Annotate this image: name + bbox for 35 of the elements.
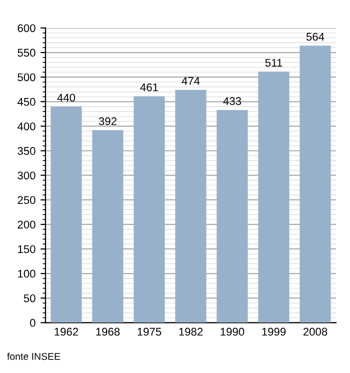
- y-tick-label: 450: [17, 98, 36, 106]
- y-tick-label: 250: [18, 196, 36, 204]
- y-tick-label: 350: [18, 147, 36, 155]
- x-tick-label: 1962: [54, 328, 78, 336]
- y-tick-label: 50: [24, 294, 36, 302]
- x-tick-label: 1990: [220, 328, 244, 336]
- data-label: 433: [223, 97, 242, 106]
- y-tick-label: 600: [18, 24, 36, 32]
- y-tick-label: 500: [18, 73, 36, 82]
- bar: [300, 46, 331, 323]
- x-tick-label: 1999: [262, 328, 286, 336]
- x-tick-label: 1975: [138, 328, 162, 336]
- data-label: 564: [306, 32, 324, 41]
- data-label: 392: [98, 117, 116, 126]
- x-tick-label: 2008: [303, 328, 328, 336]
- x-tick-label: 1968: [96, 328, 120, 336]
- y-tick-label: 550: [18, 48, 36, 57]
- data-label: 461: [140, 83, 158, 92]
- y-tick-label: 100: [18, 270, 36, 278]
- bar: [258, 72, 290, 323]
- x-tick-label: 1982: [179, 328, 203, 336]
- y-tick-label: 400: [17, 122, 36, 130]
- data-label: 440: [57, 94, 76, 102]
- data-label: 511: [265, 58, 282, 67]
- y-tick-label: 200: [18, 220, 36, 229]
- y-tick-label: 300: [18, 172, 36, 180]
- bar: [175, 90, 206, 323]
- bar: [134, 96, 165, 323]
- source-note: fonte INSEE: [7, 352, 60, 360]
- data-label: 474: [182, 77, 200, 85]
- bar: [92, 130, 124, 323]
- bar: [50, 106, 82, 323]
- y-tick-label: 150: [18, 245, 36, 254]
- bar: [216, 110, 248, 323]
- y-tick-label: 0: [30, 318, 36, 327]
